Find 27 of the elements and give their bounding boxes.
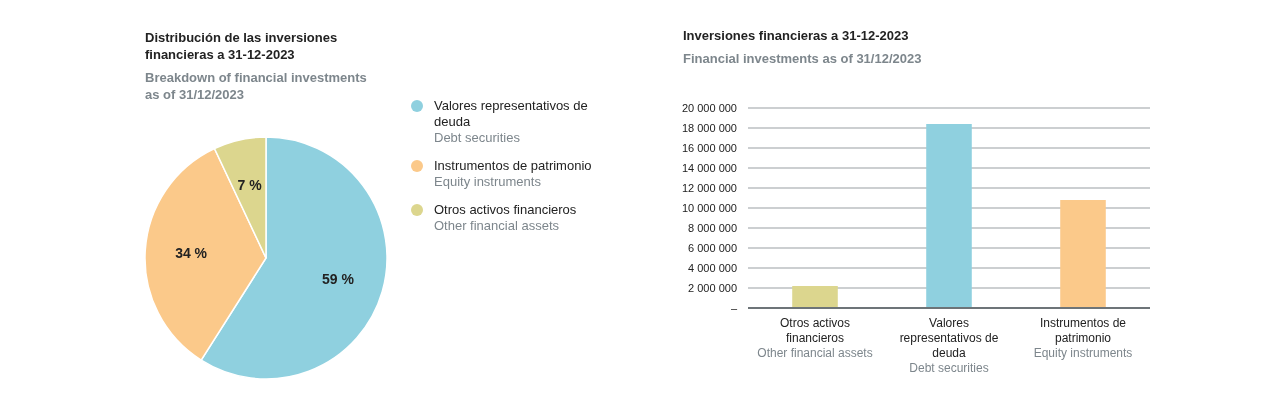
legend-label: Instrumentos de patrimonio Equity instruments <box>434 158 592 189</box>
chart-subtitle: Breakdown of financial investments as of 31/12/2023 <box>145 70 367 102</box>
chart-title: Distribución de las inversiones financieras a 31-12-2023 <box>145 30 338 62</box>
legend-label: Otros activos financieros Other financial assets <box>434 202 577 233</box>
bar <box>926 124 972 308</box>
x-tick-label: Valores representativos de deuda Debt securities <box>899 316 999 375</box>
y-tick-label: 8 000 000 <box>688 222 737 234</box>
chart-title: Inversiones financieras a 31-12-2023 <box>683 28 909 43</box>
x-tick-label: Instrumentos de patrimonio Equity instruments <box>1033 316 1133 360</box>
data-label: 34 % <box>175 245 208 262</box>
y-tick-label: 20 000 000 <box>681 102 737 114</box>
y-tick-label: 2 000 000 <box>688 282 737 294</box>
legend-label: Valores representativos de deuda Debt securities <box>434 98 588 145</box>
y-tick-label: 4 000 000 <box>688 262 737 274</box>
chart-subtitle: Financial investments as of 31/12/2023 <box>683 51 922 66</box>
y-tick-label: 12 000 000 <box>681 182 737 194</box>
y-tick-label: 10 000 000 <box>681 202 737 214</box>
bar <box>792 286 838 308</box>
y-tick-label: 14 000 000 <box>681 162 737 174</box>
y-tick-label: 18 000 000 <box>681 122 737 134</box>
bar <box>1060 200 1106 308</box>
y-tick-label: 16 000 000 <box>681 142 737 154</box>
data-label: 59 % <box>322 270 355 287</box>
y-tick-label: 6 000 000 <box>688 242 737 254</box>
x-tick-label: Otros activos financieros Other financial assets <box>757 316 873 360</box>
y-tick-label: – <box>730 302 738 314</box>
data-label: 7 % <box>237 176 263 193</box>
